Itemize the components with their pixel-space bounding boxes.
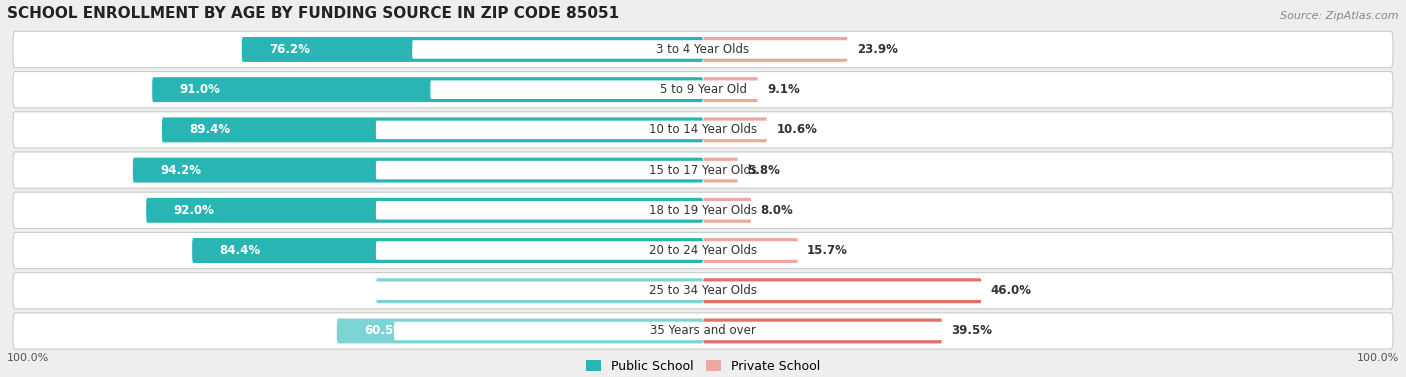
- FancyBboxPatch shape: [703, 117, 768, 143]
- Text: 39.5%: 39.5%: [950, 325, 993, 337]
- Text: 100.0%: 100.0%: [7, 353, 49, 363]
- FancyBboxPatch shape: [13, 273, 1393, 309]
- FancyBboxPatch shape: [13, 112, 1393, 148]
- Text: 8.0%: 8.0%: [761, 204, 793, 217]
- FancyBboxPatch shape: [430, 80, 976, 99]
- FancyBboxPatch shape: [375, 121, 1031, 139]
- Text: 20 to 24 Year Olds: 20 to 24 Year Olds: [650, 244, 756, 257]
- Text: 9.1%: 9.1%: [768, 83, 800, 96]
- FancyBboxPatch shape: [13, 152, 1393, 188]
- FancyBboxPatch shape: [377, 278, 703, 303]
- FancyBboxPatch shape: [703, 198, 751, 223]
- FancyBboxPatch shape: [13, 31, 1393, 67]
- Text: 54.0%: 54.0%: [404, 284, 444, 297]
- FancyBboxPatch shape: [703, 319, 942, 343]
- Text: 10 to 14 Year Olds: 10 to 14 Year Olds: [650, 123, 756, 136]
- Text: 91.0%: 91.0%: [180, 83, 221, 96]
- Text: 89.4%: 89.4%: [190, 123, 231, 136]
- FancyBboxPatch shape: [703, 278, 981, 303]
- Text: 94.2%: 94.2%: [160, 164, 201, 176]
- Text: 35 Years and over: 35 Years and over: [650, 325, 756, 337]
- FancyBboxPatch shape: [337, 319, 703, 343]
- FancyBboxPatch shape: [13, 192, 1393, 228]
- FancyBboxPatch shape: [13, 313, 1393, 349]
- FancyBboxPatch shape: [703, 77, 758, 102]
- Text: Source: ZipAtlas.com: Source: ZipAtlas.com: [1281, 11, 1399, 21]
- Text: 92.0%: 92.0%: [173, 204, 214, 217]
- Text: 25 to 34 Year Olds: 25 to 34 Year Olds: [650, 284, 756, 297]
- Text: 60.5%: 60.5%: [364, 325, 405, 337]
- FancyBboxPatch shape: [703, 158, 738, 182]
- Legend: Public School, Private School: Public School, Private School: [586, 360, 820, 373]
- FancyBboxPatch shape: [703, 37, 848, 62]
- Text: 76.2%: 76.2%: [269, 43, 309, 56]
- Text: 5.8%: 5.8%: [747, 164, 780, 176]
- FancyBboxPatch shape: [13, 72, 1393, 108]
- FancyBboxPatch shape: [375, 241, 1031, 260]
- FancyBboxPatch shape: [412, 40, 994, 59]
- Text: 18 to 19 Year Olds: 18 to 19 Year Olds: [650, 204, 756, 217]
- FancyBboxPatch shape: [703, 238, 799, 263]
- FancyBboxPatch shape: [193, 238, 703, 263]
- Text: SCHOOL ENROLLMENT BY AGE BY FUNDING SOURCE IN ZIP CODE 85051: SCHOOL ENROLLMENT BY AGE BY FUNDING SOUR…: [7, 6, 619, 21]
- Text: 10.6%: 10.6%: [776, 123, 817, 136]
- FancyBboxPatch shape: [132, 158, 703, 182]
- FancyBboxPatch shape: [375, 201, 1031, 219]
- Text: 100.0%: 100.0%: [1357, 353, 1399, 363]
- FancyBboxPatch shape: [146, 198, 703, 223]
- FancyBboxPatch shape: [242, 37, 703, 62]
- Text: 84.4%: 84.4%: [219, 244, 260, 257]
- FancyBboxPatch shape: [375, 161, 1031, 179]
- Text: 3 to 4 Year Olds: 3 to 4 Year Olds: [657, 43, 749, 56]
- Text: 15 to 17 Year Olds: 15 to 17 Year Olds: [650, 164, 756, 176]
- Text: 23.9%: 23.9%: [856, 43, 897, 56]
- FancyBboxPatch shape: [152, 77, 703, 102]
- FancyBboxPatch shape: [162, 117, 703, 143]
- Text: 5 to 9 Year Old: 5 to 9 Year Old: [659, 83, 747, 96]
- Text: 46.0%: 46.0%: [990, 284, 1032, 297]
- FancyBboxPatch shape: [375, 282, 1031, 300]
- FancyBboxPatch shape: [394, 322, 1012, 340]
- Text: 15.7%: 15.7%: [807, 244, 848, 257]
- FancyBboxPatch shape: [13, 233, 1393, 269]
